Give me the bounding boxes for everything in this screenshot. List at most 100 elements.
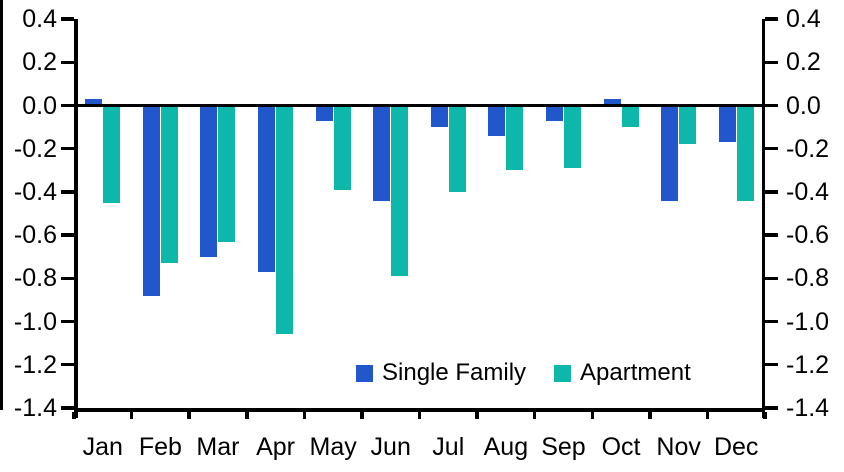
- bar-single-family-jun: [373, 105, 391, 201]
- y-axis-left-label--0.6: -0.6: [13, 221, 57, 250]
- x-tick-9: [590, 411, 594, 419]
- y-tick-right--0.4: [765, 190, 778, 194]
- y-axis-left-label--0.2: -0.2: [13, 134, 57, 163]
- x-axis-label-mar: Mar: [196, 433, 240, 461]
- x-tick-12: [763, 411, 767, 419]
- y-tick-right--1.2: [765, 362, 778, 367]
- y-tick-right--0.6: [765, 233, 778, 237]
- x-tick-0: [72, 411, 76, 419]
- y-axis-right-label--1.2: -1.2: [786, 350, 830, 379]
- bar-apartment-may: [333, 105, 351, 190]
- legend-item-single-family: Single Family: [356, 360, 526, 386]
- y-axis-left-label-0.4: 0.4: [22, 5, 57, 34]
- y-axis-right-label--0.2: -0.2: [786, 134, 830, 163]
- x-axis-label-jan: Jan: [82, 433, 123, 461]
- bar-single-family-jul: [430, 105, 448, 128]
- bar-apartment-sep: [563, 105, 581, 169]
- y-tick-right-0.2: [765, 60, 778, 65]
- y-tick-left--0.8: [61, 276, 74, 281]
- x-tick-8: [532, 411, 537, 419]
- legend-swatch-single-family-icon: [356, 364, 373, 382]
- bar-apartment-jul: [448, 105, 466, 192]
- y-tick-left--1.2: [61, 362, 74, 367]
- x-tick-10: [648, 411, 652, 419]
- bar-apartment-jan: [103, 105, 121, 203]
- y-tick-left--0.2: [61, 146, 74, 151]
- x-axis-spine: [74, 408, 765, 412]
- y-axis-right-label-0.0: 0.0: [786, 91, 821, 120]
- x-tick-5: [360, 411, 364, 419]
- bar-single-family-apr: [258, 105, 276, 272]
- bar-apartment-nov: [679, 105, 697, 145]
- bar-single-family-sep: [545, 105, 563, 121]
- x-axis-label-apr: Apr: [256, 433, 295, 461]
- y-axis-right-label--1.0: -1.0: [786, 307, 830, 336]
- y-tick-left--1.4: [61, 406, 74, 410]
- legend-item-apartment: Apartment: [554, 360, 691, 386]
- y-tick-left-0.2: [61, 60, 74, 65]
- x-axis-label-sep: Sep: [541, 433, 586, 461]
- bar-single-family-nov: [661, 105, 679, 201]
- y-axis-left-spine: [74, 19, 78, 418]
- bar-single-family-aug: [488, 105, 506, 136]
- legend: Single Family Apartment: [356, 360, 691, 386]
- x-axis-label-nov: Nov: [656, 433, 701, 461]
- zero-line: [74, 103, 765, 108]
- bar-single-family-oct: [603, 99, 621, 106]
- bar-apartment-apr: [276, 105, 294, 335]
- x-axis-label-jun: Jun: [370, 433, 411, 461]
- bar-apartment-mar: [218, 105, 236, 242]
- y-tick-left--1.0: [61, 319, 74, 324]
- y-tick-right--1.4: [765, 406, 778, 410]
- x-tick-4: [302, 411, 307, 419]
- x-tick-11: [705, 411, 710, 419]
- y-tick-left-0.4: [61, 17, 74, 21]
- y-tick-right-0.4: [765, 17, 778, 21]
- y-tick-left--0.4: [61, 190, 74, 194]
- legend-label-single-family: Single Family: [382, 359, 527, 386]
- x-axis-label-dec: Dec: [713, 433, 759, 461]
- y-axis-left-label--1.4: -1.4: [13, 393, 57, 422]
- y-axis-right-label--0.6: -0.6: [786, 221, 830, 250]
- x-axis-label-may: May: [309, 433, 357, 461]
- bar-single-family-feb: [142, 105, 160, 296]
- bar-single-family-may: [315, 105, 333, 121]
- bar-single-family-mar: [200, 105, 218, 257]
- x-tick-6: [417, 411, 422, 419]
- legend-swatch-apartment-icon: [554, 364, 572, 382]
- x-axis-label-jul: Jul: [432, 433, 465, 461]
- y-axis-left-label--1.2: -1.2: [13, 350, 57, 379]
- y-tick-left-0.0: [61, 103, 74, 108]
- x-tick-1: [129, 411, 134, 419]
- y-axis-left-label-0.0: 0.0: [22, 91, 57, 120]
- y-axis-right-label--0.8: -0.8: [786, 264, 830, 293]
- y-tick-right--0.8: [765, 276, 778, 281]
- x-tick-7: [475, 411, 479, 419]
- legend-label-apartment: Apartment: [580, 359, 691, 386]
- x-tick-2: [187, 411, 191, 419]
- y-axis-right-label--0.4: -0.4: [786, 177, 830, 206]
- bar-apartment-dec: [736, 105, 754, 201]
- bar-apartment-oct: [621, 105, 639, 128]
- y-axis-right-label--1.4: -1.4: [786, 393, 830, 422]
- y-axis-left-label--0.8: -0.8: [13, 264, 57, 293]
- bar-apartment-feb: [160, 105, 178, 264]
- left-edge-border: [0, 0, 3, 410]
- bar-single-family-dec: [718, 105, 736, 143]
- y-axis-left-label-0.2: 0.2: [22, 48, 57, 77]
- y-tick-left--0.6: [61, 233, 74, 237]
- x-axis-label-aug: Aug: [483, 433, 529, 461]
- bar-apartment-jun: [391, 105, 409, 277]
- x-tick-3: [245, 411, 249, 419]
- bar-single-family-jan: [85, 99, 103, 106]
- y-tick-right--1.0: [765, 319, 778, 324]
- x-axis-label-feb: Feb: [138, 433, 182, 461]
- y-axis-right-label-0.4: 0.4: [786, 5, 821, 34]
- x-axis-label-oct: Oct: [601, 433, 641, 461]
- y-tick-right-0.0: [765, 103, 778, 108]
- y-axis-right-label-0.2: 0.2: [786, 48, 821, 77]
- y-tick-right--0.2: [765, 146, 778, 151]
- y-axis-left-label--1.0: -1.0: [13, 307, 57, 336]
- y-axis-right-spine: [761, 19, 765, 418]
